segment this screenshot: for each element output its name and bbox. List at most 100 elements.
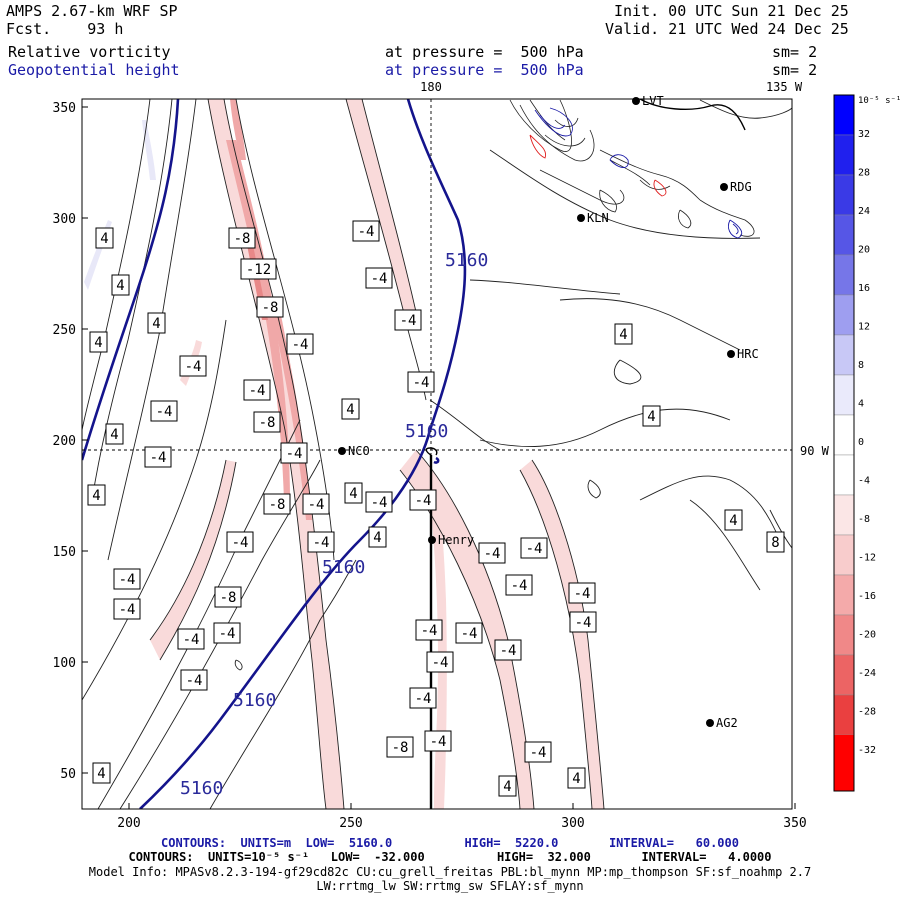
svg-text:-4: -4 [219, 626, 236, 642]
colorbar-label: 20 [858, 245, 870, 256]
field1-smoothing: sm= 2 [772, 43, 818, 61]
svg-text:-4: -4 [185, 359, 202, 375]
colorbar-swatch [833, 614, 855, 656]
init-time: Init. 00 UTC Sun 21 Dec 25 [614, 2, 849, 20]
y-tick-label: 250 [53, 323, 76, 338]
colorbar-label: 12 [858, 322, 870, 333]
station-label: NCO [348, 444, 370, 458]
colorbar-label: 28 [858, 168, 870, 179]
vorticity-label: -4 [415, 619, 443, 641]
vorticity-label: 4 [368, 526, 387, 548]
stations: LVT RDG KLN HRC NCO Henry AG2 [338, 94, 759, 730]
station-marker [428, 536, 436, 544]
model-title: AMPS 2.67-km WRF SP [6, 2, 178, 20]
y-tick-label: 50 [60, 767, 76, 782]
map-fields [82, 99, 792, 809]
field2-level: at pressure = 500 hPa [385, 61, 584, 79]
colorbar-label: 0 [858, 437, 864, 448]
svg-text:-8: -8 [269, 497, 286, 513]
svg-text:-4: -4 [150, 450, 167, 466]
svg-text:-4: -4 [415, 691, 432, 707]
valid-time: Valid. 21 UTC Wed 24 Dec 25 [605, 20, 849, 38]
x-tick-label: 350 [783, 816, 806, 831]
svg-text:-4: -4 [156, 404, 173, 420]
vorticity-label: -8 [253, 411, 281, 433]
model-info-2: LW:rrtmg_lw SW:rrtmg_sw SFLAY:sf_mynn [316, 879, 584, 893]
svg-text:-4: -4 [249, 383, 266, 399]
svg-text:-4: -4 [415, 493, 432, 509]
vorticity-label: -4 [180, 669, 208, 691]
colorbar-swatch [833, 134, 855, 176]
svg-text:-4: -4 [313, 535, 330, 551]
vorticity-label: -4 [280, 442, 308, 464]
svg-text:4: 4 [349, 486, 357, 502]
vorticity-label: -4 [424, 730, 452, 752]
lon-label-right: 90 W [800, 444, 830, 458]
terrain-contours [509, 99, 755, 237]
vorticity-label: 4 [87, 484, 106, 506]
colorbar-swatch [833, 454, 855, 496]
colorbar-swatch [833, 414, 855, 456]
svg-text:-4: -4 [526, 541, 543, 557]
colorbar-swatch [833, 534, 855, 576]
svg-text:4: 4 [619, 327, 627, 343]
vorticity-label: -12 [240, 258, 277, 280]
colorbar-label: 16 [858, 283, 870, 294]
vorticity-label: -8 [263, 493, 291, 515]
svg-text:4: 4 [116, 278, 124, 294]
vorticity-label: -4 [455, 622, 483, 644]
vorticity-label: 4 [344, 482, 363, 504]
colorbar-swatch [833, 494, 855, 536]
colorbar-labels: 32 28 24 20 16 12 8 4 0 -4 -8 -12 -16 -20 -24 -28 -32 [858, 129, 876, 756]
svg-text:-4: -4 [119, 602, 136, 618]
svg-text:-4: -4 [421, 623, 438, 639]
vorticity-map: 200250300350400450 35030025020015010050 … [53, 80, 830, 831]
colorbar-swatch [833, 94, 855, 136]
vorticity-label: -4 [286, 333, 314, 355]
lat-lon-grid [82, 99, 792, 809]
colorbar-swatch [833, 254, 855, 296]
vorticity-label: -8 [386, 736, 414, 758]
vorticity-label: -4 [494, 639, 522, 661]
colorbar-unit: 10⁻⁵ s⁻¹ [858, 96, 900, 106]
y-tick-label: 300 [53, 212, 76, 227]
svg-text:4: 4 [110, 427, 118, 443]
svg-text:4: 4 [729, 513, 737, 529]
vorticity-label: -4 [520, 537, 548, 559]
x-tick-label: 250 [339, 816, 362, 831]
field1-name: Relative vorticity [8, 43, 171, 61]
svg-text:-4: -4 [484, 546, 501, 562]
svg-text:-4: -4 [500, 643, 517, 659]
x-axis: 200250300350400450 [117, 803, 807, 831]
vorticity-label: 4 [724, 509, 743, 531]
vorticity-label: -4 [365, 267, 393, 289]
colorbar-swatch [833, 694, 855, 736]
station-label: Henry [438, 533, 474, 547]
colorbar-swatch [833, 374, 855, 416]
svg-text:-4: -4 [292, 337, 309, 353]
x-tick-label: 200 [117, 816, 140, 831]
svg-text:-4: -4 [461, 626, 478, 642]
y-tick-label: 350 [53, 101, 76, 116]
svg-text:-4: -4 [574, 586, 591, 602]
vorticity-label: 4 [498, 775, 517, 797]
station-label: RDG [730, 180, 752, 194]
vorticity-label: -4 [569, 611, 597, 633]
station-label: HRC [737, 347, 759, 361]
svg-text:4: 4 [92, 488, 100, 504]
svg-text:8: 8 [771, 535, 779, 551]
svg-text:-4: -4 [286, 446, 303, 462]
vorticity-label: 4 [614, 323, 633, 345]
vorticity-label: -4 [568, 582, 596, 604]
vorticity-label: -4 [505, 574, 533, 596]
svg-text:4: 4 [572, 771, 580, 787]
vorticity-label: -4 [524, 741, 552, 763]
vorticity-label: -4 [307, 531, 335, 553]
vorticity-label: 4 [341, 398, 360, 420]
colorbar-label: -4 [858, 476, 870, 487]
colorbar-swatch [833, 174, 855, 216]
vorticity-label: -4 [213, 622, 241, 644]
y-tick-label: 200 [53, 434, 76, 449]
vorticity-label: -4 [113, 568, 141, 590]
colorbar-label: 8 [858, 360, 864, 371]
